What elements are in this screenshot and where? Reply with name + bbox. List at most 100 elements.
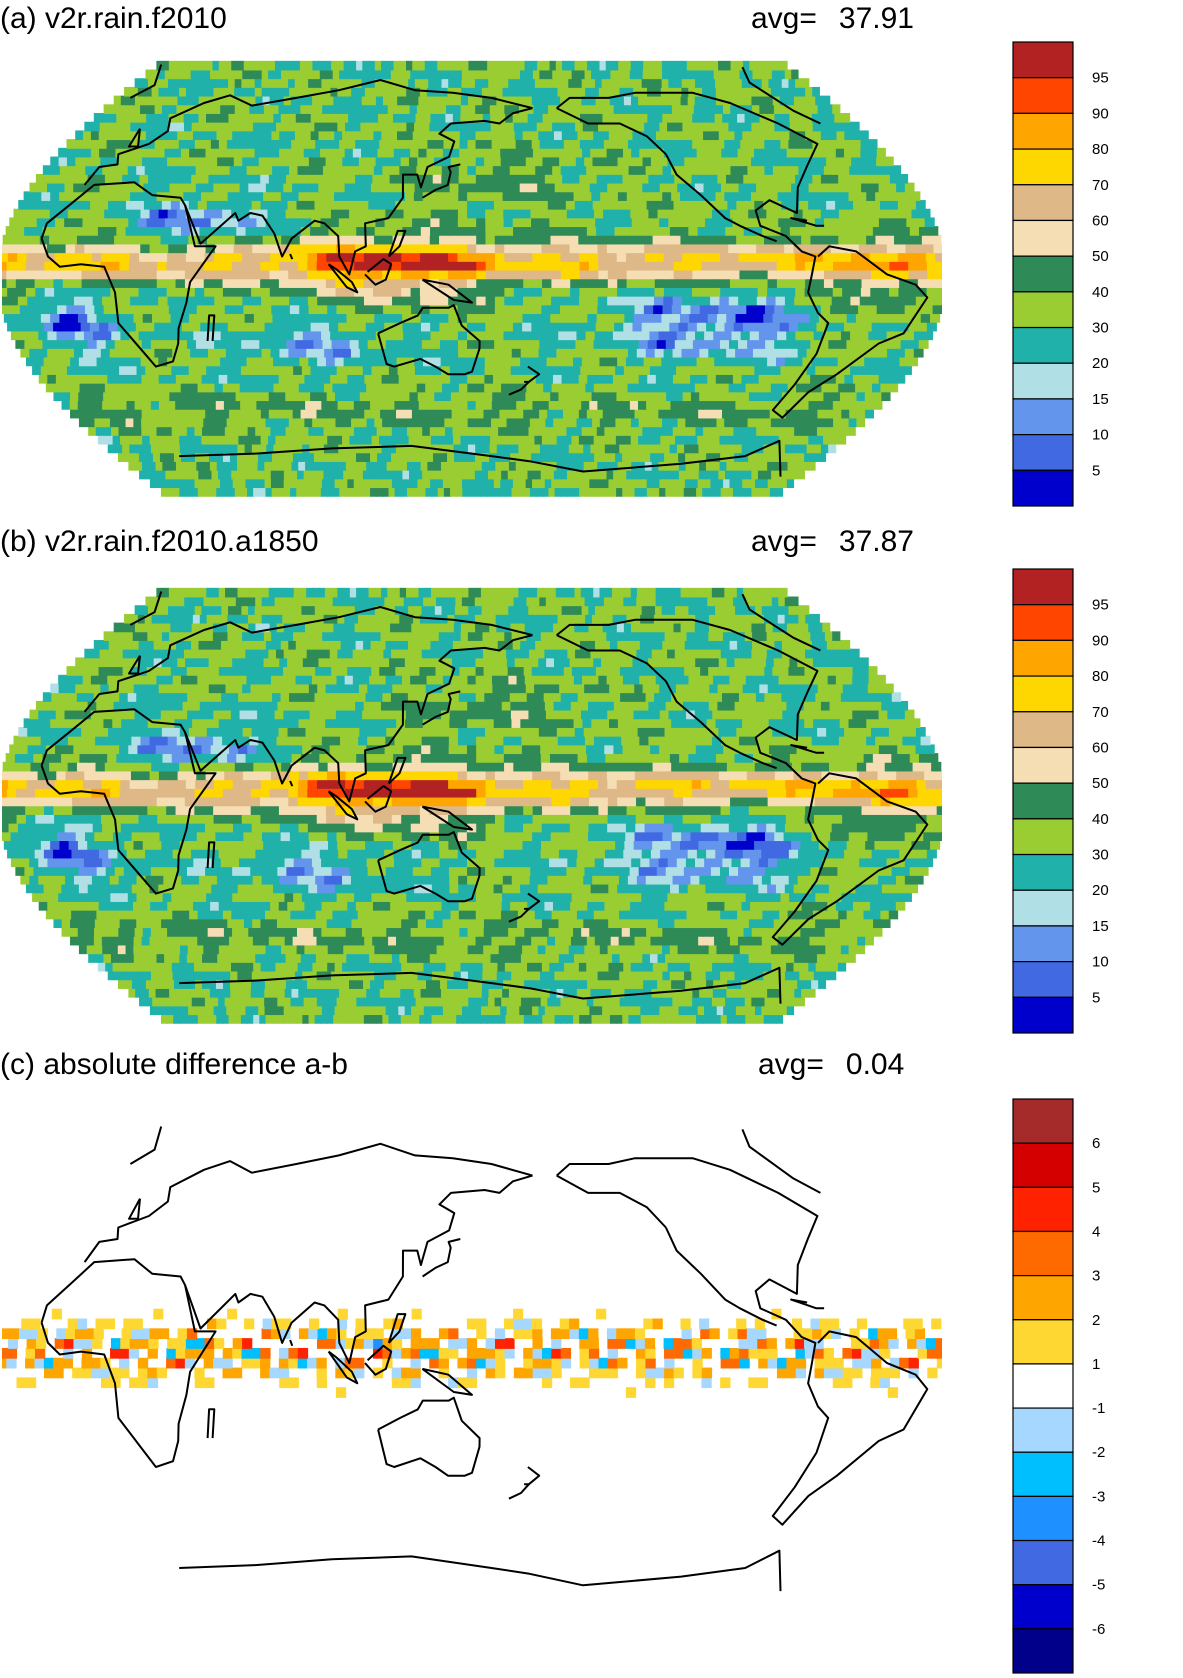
grid-cell — [432, 374, 443, 384]
grid-cell — [44, 287, 55, 297]
grid-cell — [814, 217, 825, 228]
grid-cell — [146, 139, 156, 149]
panel-a: (a) v2r.rain.f2010 avg= 37.91 95 90 80 70 60 5… — [0, 0, 1183, 520]
grid-cell — [896, 243, 907, 254]
grid-cell — [171, 365, 181, 375]
grid-cell — [521, 339, 532, 349]
grid-cell — [678, 382, 688, 393]
grid-cell — [653, 487, 661, 497]
grid-cell — [129, 443, 138, 454]
grid-cell — [438, 243, 450, 254]
grid-cell — [627, 382, 637, 393]
grid-cell — [159, 304, 170, 315]
grid-cell — [551, 295, 562, 306]
grid-cell — [403, 443, 412, 454]
grid-cell — [56, 243, 67, 254]
grid-cell — [249, 104, 258, 114]
grid-cell — [280, 304, 291, 315]
grid-cell — [386, 347, 397, 358]
grid-cell — [237, 443, 246, 454]
grid-cell — [467, 130, 477, 141]
grid-cell — [769, 173, 779, 184]
grid-cell — [608, 478, 616, 489]
grid-cell — [541, 243, 552, 254]
grid-cell — [604, 443, 613, 454]
grid-cell — [305, 461, 313, 471]
grid-cell — [900, 339, 911, 349]
grid-cell — [619, 139, 629, 149]
grid-cell — [363, 487, 371, 497]
grid-cell — [735, 400, 745, 410]
grid-cell — [551, 269, 562, 280]
grid-cell — [197, 200, 208, 210]
grid-cell — [310, 391, 320, 402]
grid-cell — [390, 165, 401, 175]
grid-cell — [226, 313, 237, 323]
grid-cell — [659, 487, 667, 497]
grid-cell — [349, 208, 360, 219]
grid-cell — [431, 356, 442, 367]
grid-cell — [461, 469, 470, 480]
grid-cell — [901, 191, 912, 201]
grid-cell — [303, 469, 312, 480]
grid-cell — [341, 78, 350, 88]
grid-cell — [609, 95, 618, 106]
grid-cell — [654, 278, 666, 288]
grid-cell — [408, 156, 419, 167]
grid-cell — [139, 252, 150, 262]
grid-cell — [268, 60, 276, 71]
grid-cell — [419, 269, 431, 280]
grid-cell — [222, 382, 233, 393]
grid-cell — [718, 243, 730, 254]
grid-cell — [864, 391, 874, 402]
grid-cell — [248, 69, 257, 80]
grid-cell — [803, 173, 814, 184]
grid-cell — [645, 269, 656, 280]
grid-cell — [156, 417, 166, 428]
grid-cell — [753, 408, 763, 419]
grid-cell — [639, 469, 647, 480]
grid-cell — [870, 278, 882, 288]
grid-cell — [555, 408, 564, 419]
grid-cell — [15, 339, 26, 349]
grid-cell — [594, 452, 602, 462]
grid-cell — [46, 243, 58, 254]
grid-cell — [382, 469, 391, 480]
grid-cell — [589, 365, 599, 375]
grid-cell — [169, 461, 177, 471]
grid-cell — [147, 287, 159, 297]
grid-cell — [256, 400, 266, 410]
grid-cell — [660, 86, 669, 97]
grid-cell — [684, 208, 695, 219]
avg-label: avg= — [751, 2, 817, 35]
grid-cell — [340, 339, 351, 349]
grid-cell — [399, 60, 407, 71]
grid-cell — [141, 78, 149, 88]
grid-cell — [404, 478, 412, 489]
grid-cell — [509, 156, 519, 167]
grid-cell — [467, 121, 477, 132]
grid-cell — [448, 469, 456, 480]
grid-cell — [440, 182, 451, 193]
grid-cell — [573, 469, 582, 480]
grid-cell — [484, 182, 495, 193]
grid-cell — [824, 365, 834, 375]
grid-cell — [416, 69, 425, 80]
grid-cell — [492, 156, 502, 167]
grid-cell — [831, 391, 841, 402]
grid-cell — [483, 417, 492, 428]
grid-cell — [105, 356, 116, 367]
grid-cell — [603, 165, 613, 175]
grid-cell — [130, 173, 141, 184]
grid-cell — [227, 321, 238, 332]
grid-cell — [851, 121, 860, 132]
grid-cell — [474, 469, 483, 480]
grid-cell — [185, 86, 194, 97]
grid-cell — [300, 156, 310, 167]
grid-cell — [650, 452, 659, 462]
grid-cell — [778, 434, 787, 445]
grid-cell — [174, 217, 185, 228]
grid-cell — [705, 356, 716, 367]
grid-cell — [814, 278, 825, 288]
grid-cell — [67, 191, 78, 201]
